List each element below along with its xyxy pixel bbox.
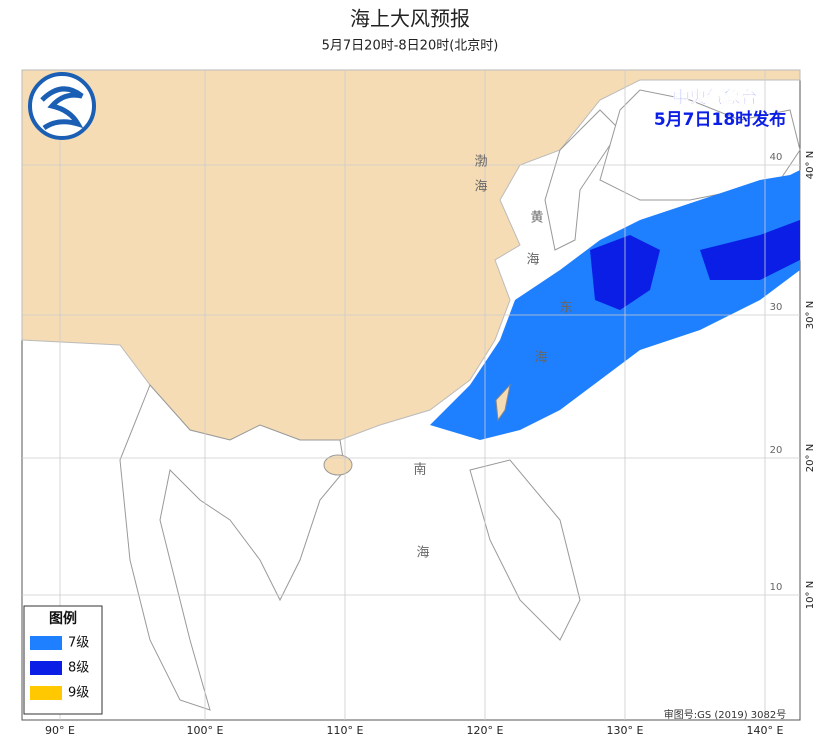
legend-items: 7级 8级 9级: [30, 636, 89, 701]
land-indochina: [119, 384, 346, 711]
subtitle: 5月7日20时-8日20时(北京时): [322, 39, 499, 54]
wind-area-8: [700, 220, 800, 280]
legend-label: 9级: [68, 686, 89, 701]
lat-label: 20° N: [805, 444, 816, 472]
sea-label: 渤: [474, 154, 487, 170]
lat-label: 40° N: [805, 151, 816, 179]
lat-inner-label: 20: [770, 445, 783, 456]
title: 海上大风预报: [350, 7, 470, 31]
issuer-line: 中央气象台: [673, 87, 758, 108]
lon-label: 120° E: [467, 724, 504, 737]
lon-labels: 90° E 100° E 110° E 120° E 130° E 140° E: [45, 724, 783, 737]
review-number: 审图号:GS (2019) 3082号: [664, 708, 787, 721]
legend-swatch: [30, 661, 62, 675]
sea-label: 海: [534, 351, 547, 366]
lon-label: 140° E: [747, 724, 784, 737]
legend-label: 7级: [68, 636, 89, 651]
lat-inner-label: 40: [770, 152, 783, 163]
lat-inner-label: 10: [770, 582, 783, 593]
legend-swatch: [30, 636, 62, 650]
logo: [28, 72, 96, 140]
legend-title: 图例: [49, 610, 77, 627]
lat-label: 10° N: [805, 581, 816, 609]
lon-label: 100° E: [187, 724, 224, 737]
sea-label: 海: [416, 546, 429, 561]
lon-label: 110° E: [327, 724, 364, 737]
sea-label: 东: [559, 301, 572, 316]
sea-label: 海: [474, 180, 487, 195]
issuer-line: 5月7日18时发布: [654, 109, 786, 130]
lon-label: 130° E: [607, 724, 644, 737]
lat-label: 30° N: [805, 301, 816, 329]
graticule: [22, 70, 800, 720]
sea-label: 黄: [530, 211, 543, 226]
land-taiwan: [495, 383, 511, 422]
land-korea: [544, 109, 621, 251]
sea-label: 海: [526, 253, 539, 268]
legend-swatch: [30, 686, 62, 700]
sea-label: 南: [413, 462, 426, 478]
lat-inner-label: 30: [770, 302, 783, 313]
lon-label: 90° E: [45, 724, 75, 737]
legend: 图例 7级 8级 9级: [23, 605, 103, 715]
legend-label: 8级: [68, 661, 89, 676]
